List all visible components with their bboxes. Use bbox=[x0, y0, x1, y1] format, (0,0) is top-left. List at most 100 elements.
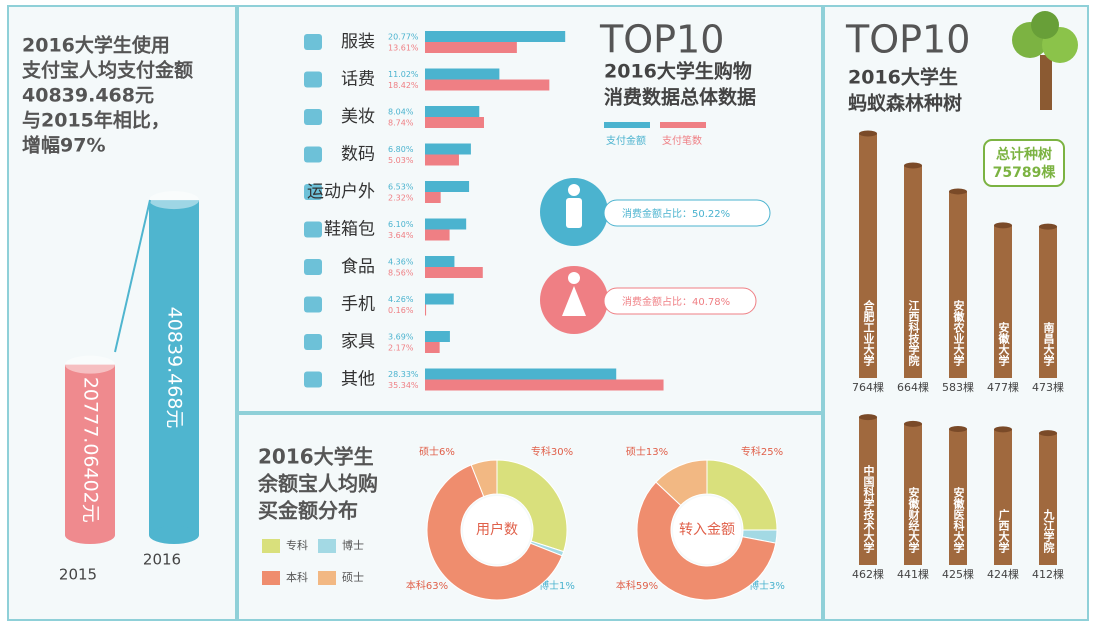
tree-top bbox=[1039, 223, 1057, 230]
legend-swatch bbox=[604, 122, 650, 128]
y-tick-label: 食品 bbox=[341, 257, 375, 277]
cylinder-bar bbox=[149, 200, 199, 535]
tree-icon bbox=[1012, 11, 1078, 110]
value-label: 硕士13% bbox=[626, 445, 668, 458]
donut-slice bbox=[470, 459, 498, 498]
bar bbox=[425, 304, 427, 316]
value-label: 40839.468元 bbox=[164, 307, 186, 429]
tree-trunk bbox=[859, 133, 877, 378]
cylinder-bottom bbox=[65, 526, 115, 544]
value-label: 博士1% bbox=[539, 579, 575, 592]
chart-title: TOP10 bbox=[845, 18, 970, 62]
donut-label: 转入金额 bbox=[679, 522, 735, 538]
cylinder-top bbox=[149, 191, 199, 210]
bar bbox=[425, 293, 454, 305]
cylinder-bar bbox=[65, 364, 115, 535]
tree-trunk bbox=[1039, 433, 1057, 565]
category-icon bbox=[304, 34, 322, 50]
title-line: 2016大学生 bbox=[258, 445, 374, 469]
title-line: 40839.468元 bbox=[22, 85, 154, 107]
value-label: 4.36% bbox=[388, 258, 414, 267]
legend-label: 硕士 bbox=[342, 571, 364, 584]
category-label: 安徽财经大学 bbox=[907, 486, 921, 554]
legend-swatch bbox=[262, 539, 280, 553]
value-label: 本科63% bbox=[406, 579, 448, 592]
category-icon bbox=[304, 371, 322, 388]
value-label: 412棵 bbox=[1032, 567, 1064, 581]
category-icon bbox=[304, 259, 322, 275]
cylinder-top bbox=[65, 355, 115, 374]
x-tick-label: 2015 bbox=[59, 566, 97, 584]
tree-top bbox=[859, 414, 877, 421]
category-label: 安徽大学 bbox=[997, 321, 1011, 367]
female-figure bbox=[562, 286, 586, 316]
y-tick-label: 运动户外 bbox=[307, 182, 375, 202]
tree-trunk bbox=[949, 191, 967, 378]
legend-label: 本科 bbox=[286, 570, 308, 584]
value-label: 764棵 bbox=[852, 380, 884, 394]
legend-swatch bbox=[262, 571, 280, 585]
value-label: 13.61% bbox=[388, 44, 419, 53]
title-line: 2016大学生使用 bbox=[22, 34, 170, 57]
annotation-box bbox=[603, 287, 757, 315]
value-label: 18.42% bbox=[388, 81, 419, 90]
chart-title: TOP10 bbox=[599, 18, 724, 62]
tree-top bbox=[904, 162, 922, 169]
bar bbox=[425, 256, 455, 267]
value-label: 477棵 bbox=[987, 380, 1019, 394]
donut-center bbox=[463, 496, 531, 564]
y-tick-label: 美妆 bbox=[341, 107, 375, 127]
tree-top bbox=[949, 426, 967, 432]
value-label: 2.17% bbox=[388, 344, 414, 353]
value-label: 0.16% bbox=[388, 306, 414, 315]
bar bbox=[425, 68, 500, 80]
category-icon bbox=[304, 334, 322, 350]
title-line: 2016大学生购物 bbox=[604, 60, 752, 83]
legend-label: 博士 bbox=[342, 539, 364, 552]
value-label: 20.77% bbox=[388, 33, 419, 42]
bar bbox=[425, 229, 450, 241]
bar bbox=[425, 143, 471, 155]
value-label: 6.80% bbox=[388, 145, 414, 154]
annotation-box bbox=[603, 199, 771, 227]
tree-top bbox=[994, 222, 1012, 229]
annotation: 消费金额占比：50.22% bbox=[622, 207, 730, 220]
value-label: 473棵 bbox=[1032, 380, 1064, 394]
legend-label: 支付金额 bbox=[606, 134, 646, 147]
category-icon bbox=[304, 184, 322, 200]
x-tick-label: 2016 bbox=[143, 551, 181, 569]
title-line: 余额宝人均购 bbox=[257, 472, 378, 496]
category-icon bbox=[304, 296, 322, 313]
donut-slice bbox=[496, 459, 568, 553]
value-label: 博士3% bbox=[749, 579, 785, 592]
bar bbox=[425, 218, 467, 230]
value-label: 4.26% bbox=[388, 295, 414, 304]
value-label: 3.64% bbox=[388, 231, 414, 240]
tree-trunk bbox=[904, 165, 922, 378]
category-label: 安徽农业大学 bbox=[952, 299, 966, 367]
legend-label: 支付笔数 bbox=[662, 134, 702, 147]
value-label: 28.33% bbox=[388, 370, 419, 379]
bar bbox=[425, 331, 450, 342]
category-icon bbox=[304, 71, 322, 88]
y-tick-label: 鞋箱包 bbox=[324, 220, 375, 240]
tree-top bbox=[1039, 430, 1057, 437]
category-label: 南昌大学 bbox=[1042, 321, 1055, 367]
value-label: 35.34% bbox=[388, 381, 419, 390]
bar bbox=[425, 379, 664, 391]
value-label: 5.03% bbox=[388, 156, 414, 165]
y-tick-label: 其他 bbox=[341, 370, 375, 390]
tree-trunk bbox=[1039, 226, 1057, 378]
title-line: 2016大学生 bbox=[848, 66, 958, 89]
note-box bbox=[983, 139, 1065, 187]
female-head bbox=[568, 272, 580, 284]
donut-slice bbox=[655, 459, 708, 507]
tree-top bbox=[949, 188, 967, 195]
category-icon bbox=[304, 221, 322, 238]
value-label: 424棵 bbox=[987, 567, 1019, 581]
value-label: 6.53% bbox=[388, 183, 414, 192]
bar bbox=[425, 342, 440, 353]
title-line: 蚂蚁森林种树 bbox=[848, 92, 962, 115]
value-label: 2.32% bbox=[388, 194, 414, 203]
category-icon bbox=[304, 109, 322, 125]
